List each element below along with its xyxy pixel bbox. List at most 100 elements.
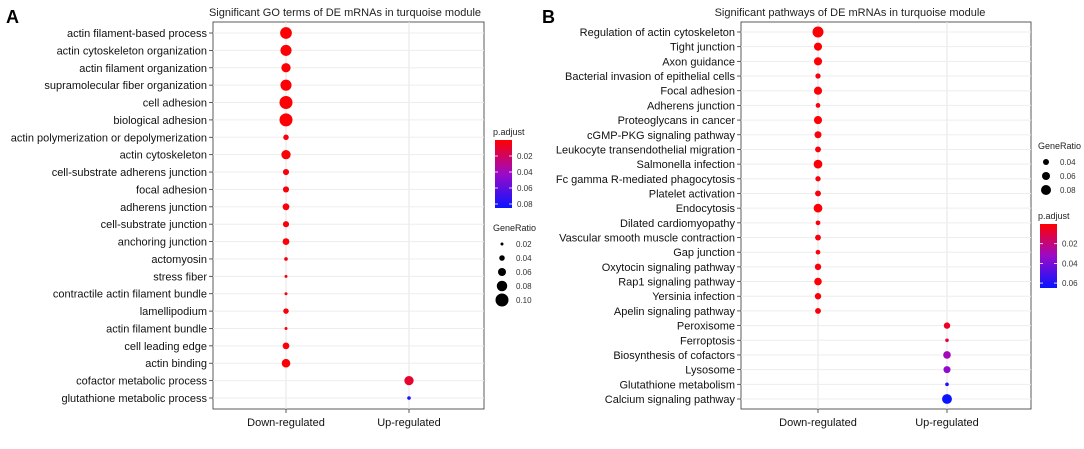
a-colorbar-tick-label: 0.04 <box>517 168 533 177</box>
a-size-legend-label: 0.02 <box>516 240 532 249</box>
a-size-legend-label: 0.10 <box>516 296 532 305</box>
b-y-tick-label: Endocytosis <box>676 203 736 215</box>
b-y-tick-label: Salmonella infection <box>637 159 735 171</box>
b-point-16 <box>814 263 822 271</box>
a-y-tick-label: actin cytoskeleton organization <box>57 45 207 57</box>
b-y-tick-label: Focal adhesion <box>660 86 735 98</box>
b-y-tick-label: Adherens junction <box>647 100 735 112</box>
a-point-4 <box>279 96 293 110</box>
b-y-tick-label: Tight junction <box>670 42 735 54</box>
b-y-tick-label: Bacterial invasion of epithelial cells <box>565 71 735 83</box>
b-y-tick-label: Oxytocin signaling pathway <box>602 262 736 274</box>
b-colorbar-tick-label: 0.02 <box>1062 240 1078 249</box>
b-point-15 <box>815 249 821 255</box>
b-point-5 <box>815 103 821 108</box>
a-point-7 <box>281 150 291 160</box>
b-point-8 <box>815 146 821 153</box>
b-y-tick-label: Proteoglycans in cancer <box>618 115 736 127</box>
a-plot-panel <box>212 21 485 410</box>
b-colorbar <box>1040 224 1057 288</box>
a-y-tick-label: anchoring junction <box>118 237 207 249</box>
a-size-legend-dot-2 <box>498 268 506 276</box>
a-y-tick-label: cell-substrate adherens junction <box>52 167 207 179</box>
a-point-21 <box>407 396 411 400</box>
b-y-tick-label: Apelin signaling pathway <box>614 306 736 318</box>
legend-color-title-b: p.adjust <box>1038 211 1070 221</box>
b-x-tick-label: Down-regulated <box>779 417 857 429</box>
panel-label-a: A <box>6 7 19 27</box>
b-y-tick-label: Dilated cardiomyopathy <box>620 218 735 230</box>
a-size-legend-dot-1 <box>499 255 505 261</box>
b-y-tick-label: Fc gamma R-mediated phagocytosis <box>556 174 736 186</box>
a-point-6 <box>283 134 289 141</box>
a-point-0 <box>280 27 292 39</box>
a-size-legend-label: 0.06 <box>516 268 532 277</box>
a-y-tick-label: cell adhesion <box>143 98 207 110</box>
b-y-tick-label: Platelet activation <box>649 188 735 200</box>
a-point-12 <box>282 238 290 245</box>
b-point-7 <box>814 131 822 139</box>
b-y-tick-label: Biosynthesis of cofactors <box>613 350 735 362</box>
a-y-tick-label: cell-substrate junction <box>101 219 207 231</box>
b-y-tick-label: Peroxisome <box>677 321 735 333</box>
a-y-tick-label: contractile actin filament bundle <box>53 289 207 301</box>
b-point-20 <box>943 322 951 329</box>
legend-size-title-a: GeneRatio <box>493 223 536 233</box>
a-y-tick-label: cofactor metabolic process <box>76 376 207 388</box>
a-y-tick-label: actin filament bundle <box>106 323 207 335</box>
b-y-tick-label: Regulation of actin cytoskeleton <box>580 27 735 39</box>
panel-title-b: Significant pathways of DE mRNAs in turq… <box>715 7 986 19</box>
a-point-5 <box>279 113 293 127</box>
a-colorbar-tick-label: 0.02 <box>517 152 533 161</box>
a-y-tick-label: actin binding <box>145 358 207 370</box>
b-y-tick-label: Axon guidance <box>662 56 735 68</box>
b-y-tick-label: Leukocyte transendothelial migration <box>556 144 735 156</box>
b-y-tick-label: Gap junction <box>673 247 735 259</box>
a-y-tick-label: glutathione metabolic process <box>61 393 207 405</box>
b-point-6 <box>813 116 823 125</box>
a-point-3 <box>280 79 292 91</box>
b-colorbar-tick-label: 0.04 <box>1062 259 1078 268</box>
b-point-3 <box>815 73 821 79</box>
b-point-22 <box>943 351 951 359</box>
a-y-tick-label: actin filament organization <box>79 63 207 75</box>
b-point-25 <box>942 394 952 404</box>
a-y-tick-label: lamellipodium <box>140 306 207 318</box>
a-size-legend-dot-3 <box>496 280 508 292</box>
b-size-legend-dot-2 <box>1041 185 1051 195</box>
b-colorbar-tick-label: 0.06 <box>1062 279 1078 288</box>
a-y-tick-label: focal adhesion <box>136 184 207 196</box>
b-size-legend-label: 0.06 <box>1060 172 1076 181</box>
b-point-23 <box>943 366 951 374</box>
a-y-tick-label: actin cytoskeleton <box>120 150 207 162</box>
a-point-8 <box>282 168 290 176</box>
a-point-20 <box>404 375 414 386</box>
a-point-15 <box>284 292 288 296</box>
a-point-2 <box>281 63 291 73</box>
b-point-14 <box>815 234 821 241</box>
panel-title-a: Significant GO terms of DE mRNAs in turq… <box>209 7 481 19</box>
b-x-tick-label: Up-regulated <box>915 417 979 429</box>
b-y-tick-label: Lysosome <box>685 365 735 377</box>
a-size-legend-label: 0.08 <box>516 282 532 291</box>
a-point-18 <box>282 342 290 350</box>
a-x-tick-label: Down-regulated <box>247 417 325 429</box>
b-size-legend-dot-1 <box>1042 172 1050 180</box>
b-point-17 <box>814 277 822 286</box>
a-size-legend-dot-0 <box>500 242 504 246</box>
a-size-legend-dot-4 <box>495 293 509 307</box>
a-y-tick-label: supramolecular fiber organization <box>44 80 207 92</box>
b-plot-panel <box>740 21 1032 410</box>
a-colorbar-tick-label: 0.06 <box>517 184 533 193</box>
b-point-13 <box>815 220 821 226</box>
b-point-0 <box>812 26 824 38</box>
a-y-tick-label: adherens junction <box>120 202 207 214</box>
a-point-16 <box>283 308 289 314</box>
panel-b: Regulation of actin cytoskeleton Tight ju… <box>556 21 1078 429</box>
a-y-tick-label: actomyosin <box>151 254 207 266</box>
a-y-tick-label: actin filament-based process <box>67 28 208 40</box>
a-point-1 <box>280 44 292 56</box>
b-point-24 <box>945 382 949 387</box>
b-point-18 <box>814 293 822 300</box>
